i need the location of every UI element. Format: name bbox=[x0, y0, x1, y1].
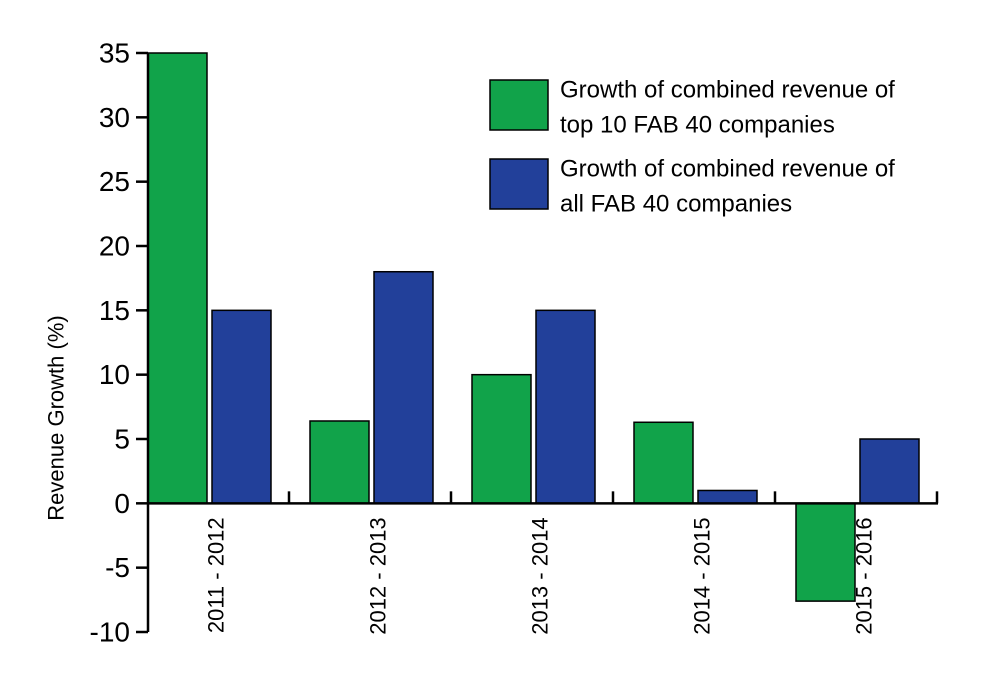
x-tick-label: 2012 - 2013 bbox=[366, 517, 391, 634]
bar-series-2-2015-2016 bbox=[859, 438, 920, 505]
bar-series-1-2014-2015 bbox=[633, 421, 694, 505]
bar-series-2-2014-2015 bbox=[697, 489, 758, 505]
x-tick-label: 2015 - 2016 bbox=[852, 517, 877, 634]
x-ticks: 2011 - 2012 2012 - 2013 2013 - 2014 2014 - … bbox=[204, 491, 939, 635]
y-tick-label: 10 bbox=[99, 359, 130, 390]
y-tick-label: -5 bbox=[105, 552, 130, 583]
legend-label-2: Growth of combined revenue of bbox=[560, 156, 895, 183]
y-tick-label: 5 bbox=[114, 424, 130, 455]
y-tick-label: 35 bbox=[99, 38, 130, 69]
legend-swatch-1 bbox=[489, 79, 549, 131]
y-tick-label: 25 bbox=[99, 166, 130, 197]
legend: Growth of combined revenue of top 10 FAB … bbox=[489, 77, 895, 218]
x-tick-label: 2013 - 2014 bbox=[528, 517, 553, 634]
legend-label-1: top 10 FAB 40 companies bbox=[560, 112, 835, 139]
y-ticks: 35 30 25 20 15 10 5 0 -5 -10 bbox=[90, 38, 148, 648]
bar-series-1-2015-2016 bbox=[795, 502, 856, 602]
bar-series-1-2013-2014 bbox=[471, 373, 532, 505]
bar-series-2-2012-2013 bbox=[373, 270, 434, 505]
bars-layer bbox=[147, 52, 920, 602]
bar-series-2-2011-2012 bbox=[211, 309, 272, 505]
y-tick-label: 20 bbox=[99, 231, 130, 262]
x-tick-label: 2011 - 2012 bbox=[204, 517, 229, 633]
bar-series-1-2011-2012 bbox=[147, 52, 208, 505]
y-tick-label: 30 bbox=[99, 102, 130, 133]
legend-swatch-2 bbox=[489, 158, 549, 210]
bar-series-2-2013-2014 bbox=[535, 309, 596, 505]
axes-layer bbox=[146, 53, 938, 632]
y-tick-label: 15 bbox=[99, 295, 130, 326]
legend-label-2: all FAB 40 companies bbox=[560, 191, 792, 218]
x-tick-label: 2014 - 2015 bbox=[690, 517, 715, 634]
y-tick-label: 0 bbox=[114, 488, 130, 519]
y-tick-label: -10 bbox=[90, 617, 130, 648]
y-axis-label: Revenue Growth (%) bbox=[44, 315, 69, 520]
bar-series-1-2012-2013 bbox=[309, 420, 370, 505]
legend-label-1: Growth of combined revenue of bbox=[560, 77, 895, 104]
